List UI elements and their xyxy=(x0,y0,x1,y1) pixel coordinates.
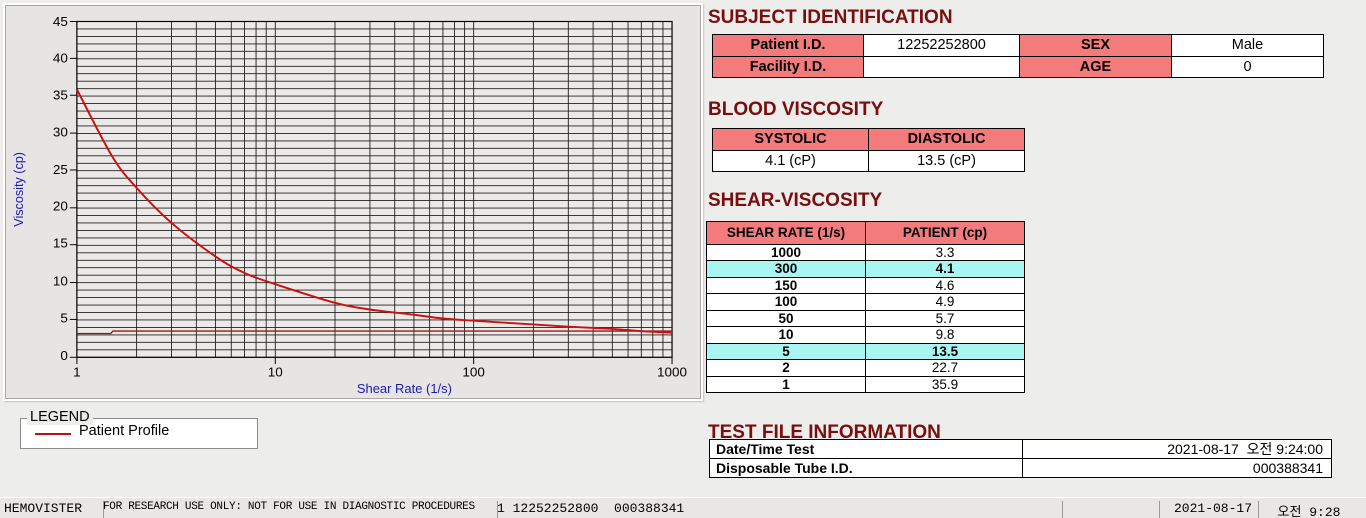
svg-text:35: 35 xyxy=(53,88,68,103)
svg-text:10: 10 xyxy=(53,274,68,289)
svg-text:100: 100 xyxy=(462,365,484,380)
svg-text:40: 40 xyxy=(53,51,68,66)
svg-text:30: 30 xyxy=(53,125,68,140)
svg-text:10: 10 xyxy=(268,365,283,380)
svg-text:15: 15 xyxy=(53,236,68,251)
svg-text:0: 0 xyxy=(60,348,67,363)
svg-text:45: 45 xyxy=(53,14,68,29)
svg-text:5: 5 xyxy=(60,311,67,326)
svg-text:Shear Rate (1/s): Shear Rate (1/s) xyxy=(357,381,452,396)
svg-text:Viscosity (cp): Viscosity (cp) xyxy=(11,152,26,227)
svg-text:25: 25 xyxy=(53,162,68,177)
svg-text:1: 1 xyxy=(73,365,80,380)
svg-text:20: 20 xyxy=(53,199,68,214)
svg-text:1000: 1000 xyxy=(657,365,687,380)
